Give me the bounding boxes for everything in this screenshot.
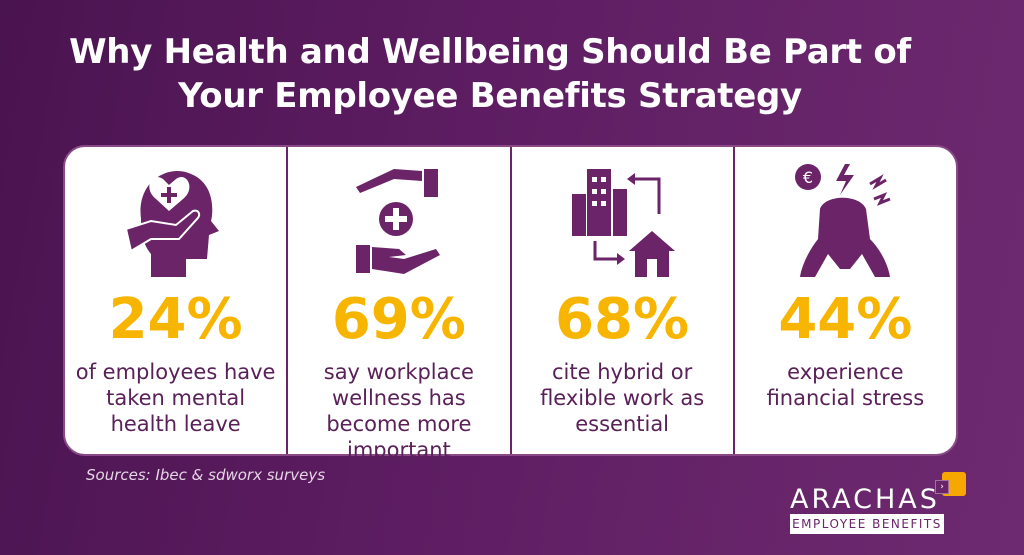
stat-mental-health: 24% of employees have taken mental healt… xyxy=(65,147,289,454)
stat-value: 69% xyxy=(331,287,466,352)
stressed-person-euro-icon: € xyxy=(795,164,891,277)
stat-wellness: 69% say workplace wellness has become mo… xyxy=(288,147,512,462)
arachas-logo: › ARACHAS EMPLOYEE BENEFITS xyxy=(790,472,966,534)
chevron-right-icon: › xyxy=(935,480,949,494)
stat-value: 68% xyxy=(555,287,690,352)
page-title: Why Health and Wellbeing Should Be Part … xyxy=(0,30,980,118)
title-line-1: Why Health and Wellbeing Should Be Part … xyxy=(69,32,911,72)
stat-description: cite hybrid or flexible work as essentia… xyxy=(540,360,705,436)
head-heart-hand-icon xyxy=(124,171,219,277)
title-line-2: Your Employee Benefits Strategy xyxy=(178,76,802,116)
stat-financial-stress: € 44% experience financial stress xyxy=(735,147,956,454)
sources-note: Sources: Ibec & sdworx surveys xyxy=(86,466,326,484)
svg-text:€: € xyxy=(803,168,813,187)
hands-plus-icon xyxy=(355,169,440,274)
stat-description: say workplace wellness has become more i… xyxy=(323,360,474,462)
stat-hybrid-work: 68% cite hybrid or flexible work as esse… xyxy=(512,147,735,454)
stat-value: 24% xyxy=(108,287,243,352)
stat-value: 44% xyxy=(778,287,913,352)
logo-name: ARACHAS xyxy=(790,484,940,515)
stat-description: of employees have taken mental health le… xyxy=(75,360,276,436)
stats-card: 24% of employees have taken mental healt… xyxy=(63,145,958,462)
stat-description: experience financial stress xyxy=(766,360,925,410)
logo-tagline: EMPLOYEE BENEFITS xyxy=(790,514,944,534)
office-home-arrows-icon xyxy=(572,169,676,277)
